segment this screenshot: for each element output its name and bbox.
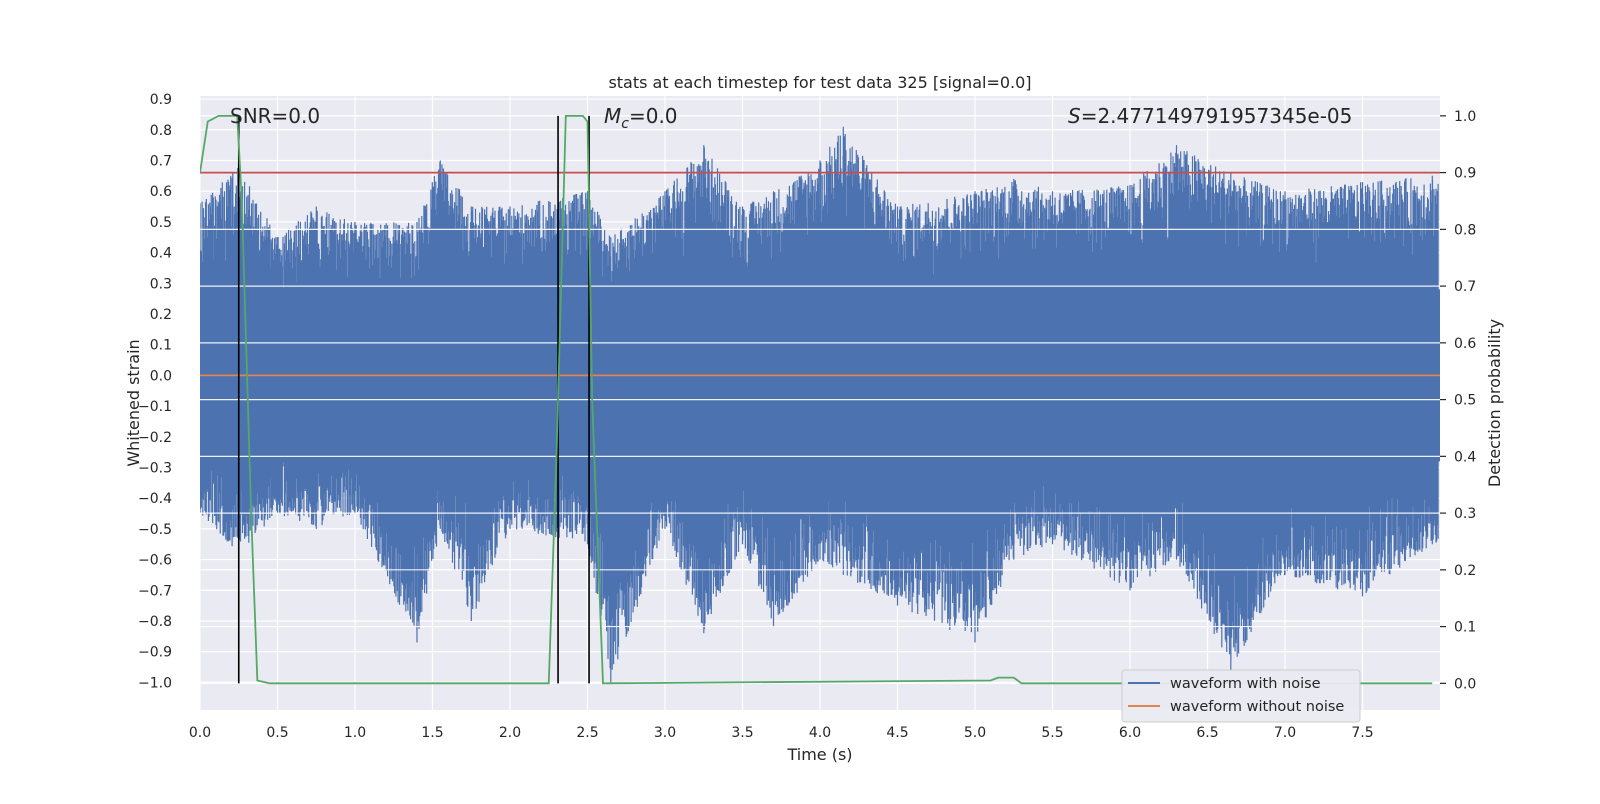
- x-tick-label: 1.0: [344, 725, 366, 741]
- legend: waveform with noise waveform without noi…: [1121, 669, 1361, 723]
- y-axis-label-left: Whitened strain: [124, 339, 143, 466]
- x-tick-label: 7.0: [1274, 725, 1296, 741]
- y-left-tick-label: −0.6: [138, 553, 172, 569]
- y-right-tick-label: 0.2: [1454, 563, 1476, 579]
- annotation-mc-value: =0.0: [629, 104, 678, 128]
- x-tick-label: 5.0: [964, 725, 986, 741]
- y-left-tick-label: 0.2: [150, 307, 172, 323]
- x-tick-label: 2.0: [499, 725, 521, 741]
- y-right-tick-label: 0.3: [1454, 506, 1476, 522]
- y-right-tick-label: 0.6: [1454, 336, 1476, 352]
- x-tick-label: 6.5: [1196, 725, 1218, 741]
- x-tick-label: 0.0: [189, 725, 211, 741]
- y-left-tick-label: 0.3: [150, 276, 172, 292]
- x-tick-label: 0.5: [266, 725, 288, 741]
- x-axis-label: Time (s): [786, 745, 852, 764]
- y-right-tick-label: 0.8: [1454, 222, 1476, 238]
- y-left-tick-label: 0.1: [150, 338, 172, 354]
- y-left-tick-label: −0.3: [138, 460, 172, 476]
- annotation-s: S=2.477149791957345e-05: [1068, 104, 1352, 128]
- legend-label-no-noise: waveform without noise: [1170, 699, 1344, 715]
- y-right-tick-label: 0.5: [1454, 393, 1476, 409]
- y-left-tick-label: −0.7: [138, 583, 172, 599]
- x-tick-label: 6.0: [1119, 725, 1141, 741]
- y-right-tick-label: 0.9: [1454, 166, 1476, 182]
- chart-title: stats at each timestep for test data 325…: [608, 73, 1031, 92]
- y-left-tick-label: 0.4: [150, 246, 172, 262]
- y-left-tick-label: 0.7: [150, 153, 172, 169]
- y-left-tick-label: −0.5: [138, 522, 172, 538]
- x-tick-label: 4.5: [886, 725, 908, 741]
- y-right-tick-label: 0.7: [1454, 279, 1476, 295]
- data-layer: [200, 114, 1440, 685]
- annotation-s-value: =2.477149791957345e-05: [1081, 104, 1353, 128]
- axis-layer: 0.0 0.5 1.0 1.5 2.0 2.5 3.0 3.5 4.0 4.5 5.0 5.5 6.0 6…: [138, 92, 1476, 741]
- annotation-mc: Mc=0.0: [604, 104, 678, 132]
- y-left-tick-label: 0.9: [150, 92, 172, 108]
- y-left-tick-label: −0.4: [138, 491, 172, 507]
- legend-box: [1121, 669, 1361, 723]
- y-right-tick-label: 0.1: [1454, 620, 1476, 636]
- y-left-tick-label: 0.6: [150, 184, 172, 200]
- x-tick-label: 4.0: [809, 725, 831, 741]
- x-tick-label: 7.5: [1351, 725, 1373, 741]
- x-tick-label: 1.5: [421, 725, 443, 741]
- x-tick-label: 5.5: [1041, 725, 1063, 741]
- annotation-snr: SNR=0.0: [230, 104, 320, 128]
- x-tick-label: 3.5: [731, 725, 753, 741]
- y-left-tick-label: −0.8: [138, 614, 172, 630]
- y-left-tick-label: −1.0: [138, 675, 172, 691]
- x-tick-label: 2.5: [576, 725, 598, 741]
- y-left-tick-label: 0.5: [150, 215, 172, 231]
- y-left-tick-label: −0.9: [138, 645, 172, 661]
- legend-label-noise: waveform with noise: [1170, 676, 1321, 692]
- y-right-tick-label: 1.0: [1454, 109, 1476, 125]
- y-left-tick-label: −0.2: [138, 430, 172, 446]
- y-left-tick-label: 0.0: [150, 368, 172, 384]
- series-detection-probability: [200, 114, 1433, 685]
- y-left-tick-label: 0.8: [150, 123, 172, 139]
- y-right-tick-label: 0.4: [1454, 449, 1476, 465]
- y-right-tick-label: 0.0: [1454, 676, 1476, 692]
- y-axis-label-right: Detection probability: [1485, 319, 1504, 487]
- x-tick-label: 3.0: [654, 725, 676, 741]
- y-left-tick-label: −0.1: [138, 399, 172, 415]
